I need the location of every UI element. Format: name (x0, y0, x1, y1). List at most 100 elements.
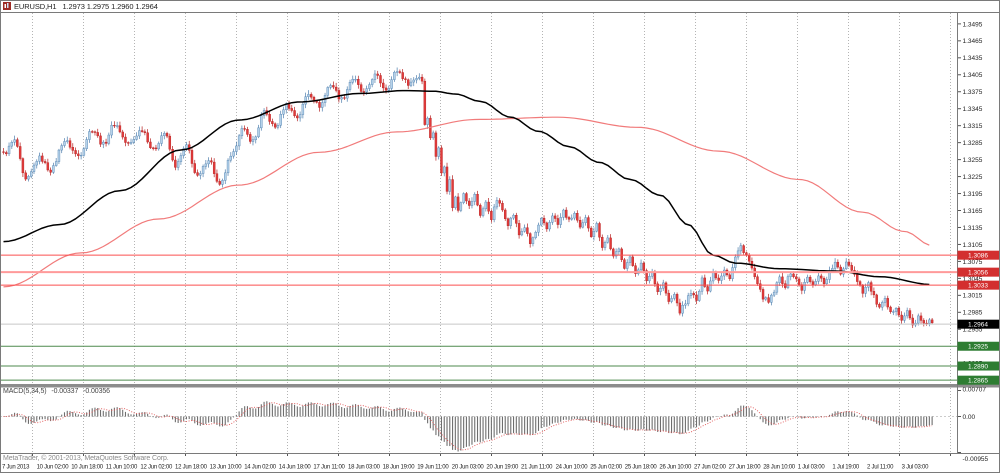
candle-body (803, 282, 806, 291)
candle-body (490, 210, 493, 220)
candle-body (703, 277, 707, 287)
candle-body (246, 129, 249, 135)
candle-body (207, 160, 210, 165)
candle-body (257, 127, 260, 138)
macd-scale-label: -0.00955 (963, 456, 989, 463)
candle-body (792, 273, 795, 277)
candle-body (149, 141, 152, 149)
price-tick-label: 1.3015 (963, 293, 983, 300)
time-tick-label: 3 Jul 03:00 (902, 465, 930, 471)
candle-body (124, 136, 127, 143)
candle-body (908, 310, 912, 319)
time-tick-label: 24 Jun 10:00 (556, 465, 589, 471)
candle-body (271, 121, 274, 124)
candle-body (556, 218, 560, 225)
candle-body (157, 143, 160, 150)
candle-body (681, 305, 684, 314)
candle-body (470, 201, 474, 206)
macd-indicator-label: MACD(5,34,5) -0.00337 -0.00356 (3, 388, 113, 395)
candle-body (772, 291, 776, 296)
time-tick-label: 12 Jun 02:00 (140, 465, 173, 471)
candle-body (659, 287, 662, 292)
candle-body (443, 166, 446, 174)
candle-body (520, 231, 524, 236)
candle-body (808, 276, 812, 282)
candle-body (675, 294, 679, 304)
resistance-price-badge (957, 280, 999, 290)
candle-body (215, 173, 219, 182)
candle-body (204, 163, 208, 167)
candle-body (146, 132, 149, 143)
candle-body (850, 265, 853, 271)
candle-body (354, 79, 357, 81)
window-titlebar[interactable]: EURUSD,H1 1.2973 1.2975 1.2960 1.2964 (0, 0, 1000, 12)
candle-body (467, 200, 471, 206)
candle-body (185, 144, 188, 149)
candle-body (645, 270, 648, 282)
price-tick-label: 1.3135 (963, 225, 983, 232)
candle-body (99, 135, 102, 145)
candle-body (617, 248, 621, 252)
candle-body (127, 142, 130, 144)
candle-body (526, 227, 529, 234)
pane-separator[interactable] (0, 384, 1000, 388)
candle-body (57, 149, 61, 162)
candle-body (226, 159, 230, 174)
candle-body (249, 134, 252, 142)
candle-body (171, 149, 174, 161)
candle-body (739, 245, 743, 252)
candle-body (337, 90, 341, 100)
candle-body (869, 282, 873, 292)
chart-title-quote: 1.2973 1.2975 1.2960 1.2964 (62, 1, 158, 11)
candle-body (32, 164, 36, 172)
time-tick-label: 10 Jun 02:00 (37, 465, 70, 471)
price-axis[interactable]: 1.3495 1.3465 1.3435 1.3405 1.3375 1.3345 1.33… (957, 21, 983, 385)
candle-body (731, 267, 734, 279)
candle-body (878, 304, 881, 308)
time-axis[interactable]: 7 Jun 2013 10 Jun 02:00 10 Jun 18:00 11 Jun… (2, 453, 951, 471)
candle-body (767, 297, 770, 303)
candle-body (684, 303, 687, 306)
candle-body (606, 237, 609, 243)
candle-body (221, 180, 224, 185)
candle-body (454, 196, 457, 208)
candle-body (603, 242, 607, 248)
candle-body (376, 73, 379, 76)
price-tick-label: 1.3285 (963, 140, 983, 147)
candle-body (806, 276, 809, 283)
price-tick-label: 1.3165 (963, 208, 983, 215)
candle-body (501, 203, 504, 211)
candle-body (163, 133, 166, 136)
candle-body (928, 319, 931, 324)
candle-body (199, 173, 202, 176)
candle-body (384, 87, 388, 91)
candle-body (54, 161, 58, 166)
candle-body (276, 125, 280, 128)
candle-body (66, 140, 69, 142)
candle-body (240, 128, 244, 137)
candle-body (16, 139, 19, 147)
candle-body (626, 262, 629, 269)
candle-body (10, 142, 14, 147)
candle-body (559, 217, 562, 225)
candle-body (176, 161, 180, 168)
candle-body (495, 200, 499, 208)
candle-body (540, 217, 543, 226)
candle-body (196, 172, 199, 176)
candle-body (329, 85, 332, 88)
candle-body (764, 297, 767, 300)
candle-body (831, 268, 834, 271)
candle-body (13, 139, 16, 143)
candle-body (235, 145, 238, 152)
candle-body (847, 261, 851, 266)
candle-body (761, 289, 765, 300)
candle-body (420, 76, 424, 82)
copyright-watermark: MetaTrader, © 2001-2013, MetaQuotes Soft… (3, 455, 169, 462)
candle-body (268, 114, 271, 122)
macd-signal-line (3, 402, 933, 451)
price-tick-label: 1.3105 (963, 242, 983, 249)
candle-body (398, 71, 402, 73)
time-tick-label: 18 Jun 19:00 (383, 465, 416, 471)
